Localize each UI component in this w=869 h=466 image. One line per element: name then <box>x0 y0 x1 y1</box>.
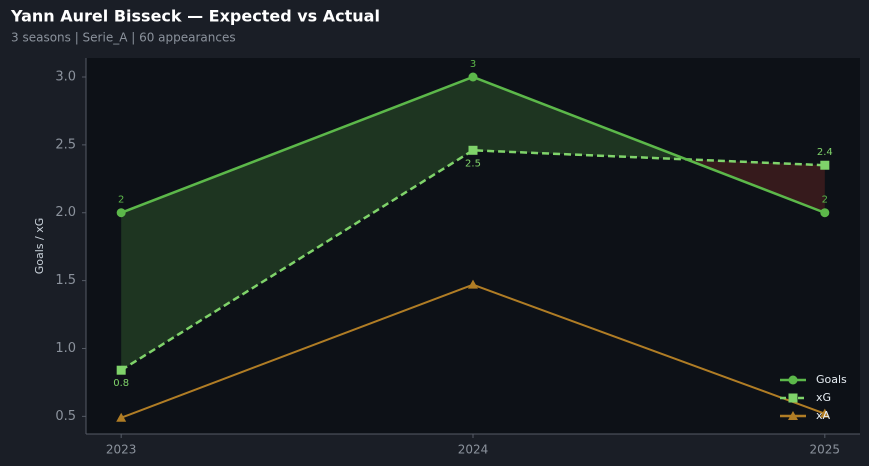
legend-label: Goals <box>816 373 847 386</box>
x-tick-label: 2025 <box>810 443 841 457</box>
marker <box>820 208 830 218</box>
y-tick-label: 3.0 <box>55 70 76 85</box>
marker <box>468 72 478 82</box>
value-label: 2 <box>118 195 124 206</box>
legend-marker <box>788 375 798 385</box>
y-tick-label: 2.0 <box>55 205 76 220</box>
plot-area <box>86 58 860 434</box>
value-label: 0.8 <box>113 378 129 389</box>
value-label: 2 <box>822 195 828 206</box>
difference-area <box>121 77 473 371</box>
value-label: 2.4 <box>817 147 833 158</box>
marker <box>116 412 127 422</box>
marker <box>468 279 478 289</box>
y-tick-label: 0.5 <box>55 409 76 424</box>
marker <box>116 208 126 218</box>
value-label: 2.5 <box>465 158 481 169</box>
marker <box>819 408 830 418</box>
legend-label: xA <box>816 409 831 422</box>
chart-title: Yann Aurel Bisseck — Expected vs Actual <box>10 7 380 26</box>
series-line <box>120 149 825 372</box>
y-axis-label: Goals / xG <box>33 218 46 275</box>
x-tick-label: 2023 <box>106 443 137 457</box>
marker <box>116 365 126 375</box>
x-tick-label: 2024 <box>458 443 489 457</box>
y-tick-label: 1.0 <box>55 341 76 356</box>
chart-subtitle: 3 seasons | Serie_A | 60 appearances <box>11 31 236 45</box>
value-label: 3 <box>470 59 476 70</box>
marker <box>468 145 478 155</box>
marker <box>820 160 830 170</box>
legend-marker <box>788 411 798 420</box>
legend-marker <box>788 393 798 403</box>
legend-label: xG <box>816 391 831 404</box>
y-tick-label: 2.5 <box>55 137 76 152</box>
y-tick-label: 1.5 <box>55 273 76 288</box>
